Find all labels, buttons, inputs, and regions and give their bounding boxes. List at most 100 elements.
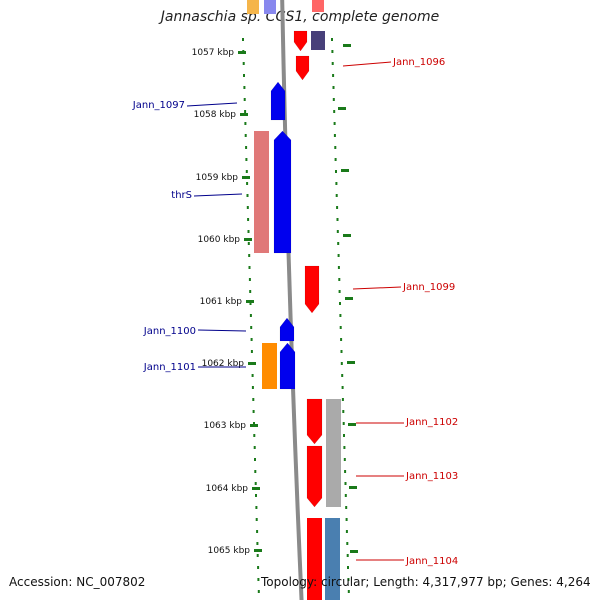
guide-dot	[242, 62, 245, 65]
guide-dot	[342, 410, 345, 413]
guide-dot	[340, 338, 343, 341]
guide-dot	[250, 326, 253, 329]
scale-label: 1061 kbp	[200, 297, 243, 307]
guide-dot	[345, 506, 348, 509]
feature-block-grey[interactable]	[326, 399, 341, 507]
guide-dot	[256, 542, 259, 545]
scale-tick	[240, 113, 248, 116]
guide-dot	[332, 98, 335, 101]
guide-dot	[242, 38, 244, 41]
gene-leader-line	[342, 61, 392, 67]
gene-label[interactable]: Jann_1101	[143, 362, 196, 373]
guide-dot	[257, 566, 260, 569]
partial-feature-orange[interactable]	[247, 0, 259, 14]
guide-dot	[344, 494, 347, 497]
feature-blocks	[247, 0, 341, 600]
guide-dot	[244, 122, 247, 125]
gene-label[interactable]: Jann_1097	[132, 100, 185, 111]
scale-label: 1064 kbp	[206, 484, 249, 494]
guide-dot	[336, 218, 339, 221]
guide-dot	[331, 38, 333, 41]
gene-block-plus[interactable]	[307, 518, 322, 600]
guide-dot	[254, 458, 256, 461]
guide-dot	[244, 110, 247, 113]
scale-tick	[343, 234, 351, 237]
guide-dot	[334, 158, 337, 161]
guide-dot	[337, 242, 340, 245]
gene-labels: Jann_1096 Jann_1097 thrS Jann_1099 Jann_1100…	[132, 57, 458, 567]
guide-dot	[243, 98, 246, 101]
guide-dot	[332, 86, 335, 89]
guide-dot	[331, 62, 334, 65]
gene-block-plus[interactable]	[295, 55, 310, 81]
partial-feature-blue[interactable]	[264, 0, 276, 14]
partial-feature-red[interactable]	[312, 0, 324, 12]
guide-dot	[256, 554, 259, 557]
scale-tick	[341, 169, 349, 172]
feature-block-steel[interactable]	[325, 518, 340, 600]
guide-dot	[332, 74, 335, 77]
gene-block-minus[interactable]	[270, 81, 286, 121]
gene-label[interactable]: thrS	[171, 190, 192, 201]
guide-dot	[255, 518, 258, 521]
gene-label[interactable]: Jann_1100	[143, 326, 196, 337]
feature-block-orange[interactable]	[262, 343, 277, 389]
guide-dot	[344, 470, 347, 473]
gene-label[interactable]: Jann_1103	[405, 471, 458, 482]
guide-dot	[248, 266, 251, 269]
feature-block-pink[interactable]	[254, 131, 269, 253]
scale-label: 1062 kbp	[202, 359, 245, 369]
guide-dot	[251, 374, 254, 377]
guide-dot	[256, 530, 259, 533]
gene-block-minus[interactable]	[279, 342, 296, 390]
guide-dot	[247, 242, 250, 245]
guide-dot	[249, 302, 252, 305]
gene-block-minus[interactable]	[279, 317, 295, 342]
genome-backbone	[280, 0, 304, 600]
gene-label[interactable]: Jann_1102	[405, 417, 458, 428]
guide-dot	[346, 542, 349, 545]
scale-tick	[252, 487, 260, 490]
gene-label[interactable]: Jann_1099	[402, 282, 455, 293]
guide-dot	[245, 146, 248, 149]
guide-dot	[340, 350, 343, 353]
map-title: Jannaschia sp. CCS1, complete genome	[160, 9, 440, 25]
gene-block-minus[interactable]	[273, 130, 292, 254]
guide-dot	[333, 122, 336, 125]
accession-text: Accession: NC_007802	[9, 575, 146, 589]
guide-dot	[245, 158, 248, 161]
scale-label: 1059 kbp	[196, 173, 239, 183]
scale-label: 1060 kbp	[198, 235, 241, 245]
feature-block-purple[interactable]	[311, 31, 325, 50]
gene-block-plus[interactable]	[306, 445, 323, 508]
gene-leader-line	[193, 193, 243, 197]
guide-dot	[339, 314, 342, 317]
guide-dot	[249, 290, 252, 293]
kbp-ruler: 1057 kbp 1058 kbp 1059 kbp 1060 kbp 1061 kbp…	[192, 44, 358, 556]
scale-tick	[348, 423, 356, 426]
guide-dot	[333, 134, 336, 137]
gene-block-plus[interactable]	[304, 265, 320, 314]
gene-block-plus[interactable]	[306, 398, 323, 445]
gene-label[interactable]: Jann_1104	[405, 556, 458, 567]
scale-tick	[345, 297, 353, 300]
guide-dot	[335, 194, 338, 197]
guide-dot	[337, 266, 340, 269]
scale-label: 1058 kbp	[194, 110, 237, 120]
guide-dot	[250, 350, 253, 353]
scale-tick	[349, 486, 357, 489]
guide-dot	[340, 362, 343, 365]
scale-tick	[343, 44, 351, 47]
guide-dot	[344, 482, 347, 485]
scale-tick	[347, 361, 355, 364]
guide-dot	[339, 302, 341, 305]
guide-dot	[249, 314, 252, 317]
guide-dot	[250, 338, 253, 341]
guide-dot	[345, 518, 348, 521]
guide-dot	[347, 578, 350, 581]
gene-label[interactable]: Jann_1096	[392, 57, 445, 68]
guide-dot	[346, 554, 349, 557]
gene-block-plus[interactable]	[293, 30, 308, 52]
guide-dot	[257, 590, 260, 593]
